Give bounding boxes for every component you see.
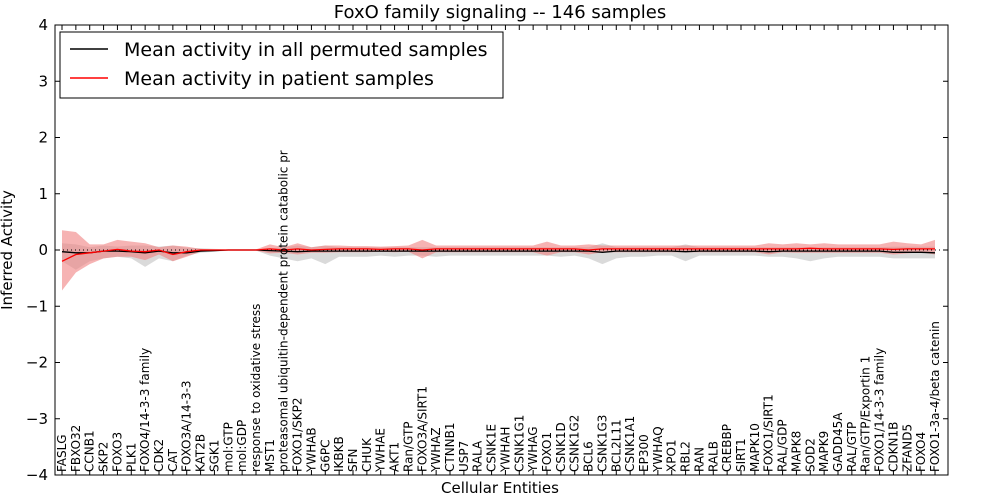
entity-label: IKBKB	[332, 436, 346, 472]
entity-label: RALB	[706, 441, 720, 472]
entity-label: USP7	[457, 441, 471, 472]
entity-label: MST1	[263, 439, 277, 472]
entity-label: CSNK1D	[554, 422, 568, 472]
entity-label: YWHAE	[374, 428, 388, 473]
legend: Mean activity in all permuted samples Me…	[59, 31, 504, 99]
entity-label: CHUK	[360, 437, 374, 472]
entity-label: Ran/GTP	[401, 421, 415, 472]
y-tick-label: 2	[38, 129, 48, 147]
entity-label: FOXO4	[914, 432, 928, 472]
entity-label: FOXO1-3a-4/beta catenin	[928, 321, 942, 472]
entity-label: BCL2L11	[609, 419, 623, 472]
entity-label: FOXO1	[540, 432, 554, 472]
chart-title: FoxO family signaling -- 146 samples	[334, 2, 666, 23]
y-tick-label: −3	[26, 410, 48, 428]
entity-label: RAN	[692, 447, 706, 472]
legend-label-permuted: Mean activity in all permuted samples	[124, 39, 487, 61]
entity-label: CSNK1G3	[595, 415, 609, 472]
entity-label: FOXO1/14-3-3 family	[873, 348, 887, 472]
entity-label: YWHAB	[304, 427, 318, 473]
entity-label: G6PC	[318, 439, 332, 472]
entity-label: CSNK1A1	[623, 416, 637, 472]
x-axis-label: Cellular Entities	[441, 479, 559, 497]
y-tick-label: 3	[38, 72, 48, 90]
entity-label: mol:GTP	[221, 422, 235, 472]
entity-label: SOD2	[803, 438, 817, 472]
entity-label: CCNB1	[83, 430, 97, 472]
entity-label: YWHAG	[526, 426, 540, 473]
entity-label: FOXO1/SIRT1	[762, 394, 776, 472]
entity-label: CSNK1G2	[568, 415, 582, 472]
entity-label: mol:GDP	[235, 420, 249, 472]
y-tick-label: 1	[38, 185, 48, 203]
entity-label: CDK2	[152, 439, 166, 472]
entity-label: YWHAH	[498, 427, 512, 473]
entity-label: SIRT1	[734, 438, 748, 472]
entity-label: response to oxidative stress	[249, 304, 263, 472]
legend-box	[59, 31, 504, 99]
entity-label: YWHAZ	[429, 427, 443, 473]
y-axis-label: Inferred Activity	[0, 190, 16, 310]
entity-label: FOXO4/14-3-3 family	[138, 348, 152, 472]
entity-label: SFN	[346, 449, 360, 473]
y-tick-label: −1	[26, 297, 48, 315]
mean-line-patient	[61, 247, 935, 262]
entity-label: AKT1	[388, 442, 402, 472]
entity-label: CSNK1E	[485, 424, 499, 472]
entity-label: CREBBP	[720, 424, 734, 472]
entity-label: CSNK1G1	[512, 415, 526, 472]
entity-label: CTNNB1	[443, 422, 457, 472]
entity-label: FOXO3A/SIRT1	[415, 386, 429, 472]
entity-label: FBXO32	[69, 425, 83, 472]
entity-label: FOXO3A/14-3-3	[180, 380, 194, 472]
y-tick-labels: −4 −3 −2 −1 0 1 2 3 4	[26, 16, 48, 484]
entity-label: RALA	[471, 440, 485, 472]
entity-label: EP300	[637, 434, 651, 472]
entity-label: BCL6	[582, 441, 596, 472]
entity-label: XPO1	[665, 439, 679, 472]
y-tick-label: −4	[26, 466, 48, 484]
entity-label: FOXO1/SKP2	[291, 397, 305, 472]
mean-line-permuted	[61, 249, 936, 254]
plot-frame	[54, 24, 949, 476]
x-tick-marks	[61, 25, 936, 475]
entity-label: CDKN1B	[886, 422, 900, 472]
entity-label: FASLG	[55, 434, 69, 472]
entity-label: MAPK9	[817, 431, 831, 472]
y-tick-label: 4	[38, 16, 48, 34]
plot-area	[54, 24, 949, 476]
mean-lines	[61, 247, 936, 262]
entity-label: KAT2B	[194, 434, 208, 472]
entity-label: CAT	[166, 448, 180, 472]
entity-label: proteasomal ubiquitin-dependent protein …	[277, 150, 291, 472]
entity-label: RAL/GDP	[776, 419, 790, 472]
entity-label: MAPK10	[748, 423, 762, 472]
entity-label: PLK1	[124, 443, 138, 472]
entity-label: SGK1	[207, 440, 221, 472]
entity-label: MAPK8	[789, 431, 803, 472]
entity-label: ZFAND5	[900, 424, 914, 472]
entity-label: Ran/GTP/Exportin 1	[859, 356, 873, 472]
entity-label: SKP2	[97, 442, 111, 472]
legend-label-patient: Mean activity in patient samples	[124, 68, 434, 90]
y-tick-label: 0	[38, 241, 48, 259]
entity-label: FOXO3	[110, 432, 124, 472]
entity-labels: FASLG FBXO32 CCNB1 SKP2 FOXO3 PLK1 FOXO4/14-3-…	[55, 150, 942, 473]
y-tick-label: −2	[26, 354, 48, 372]
entity-label: RBL2	[679, 441, 693, 472]
entity-label: RAL/GTP	[845, 422, 859, 472]
entity-label: YWHAQ	[651, 426, 665, 473]
entity-label: GADD45A	[831, 412, 845, 472]
